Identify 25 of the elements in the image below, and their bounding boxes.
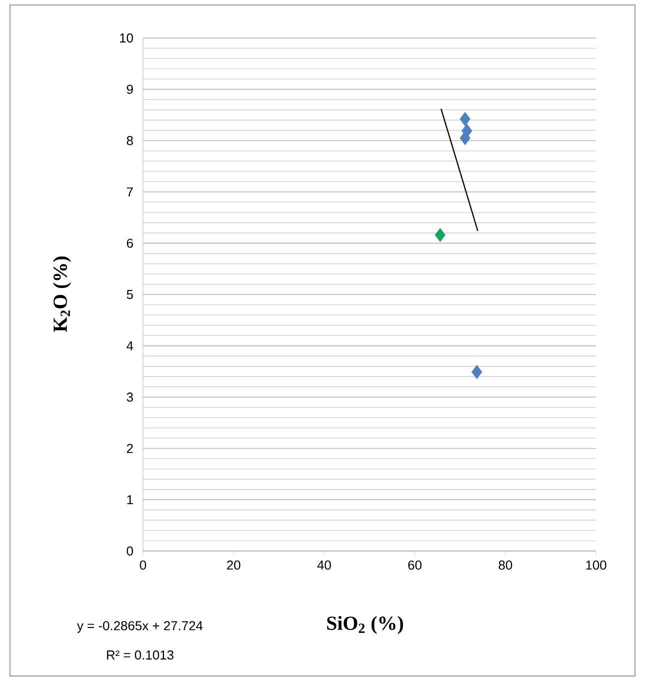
y-axis-title: K$_{2}$O (%)	[52, 256, 72, 332]
x-tick-label: 80	[498, 560, 512, 570]
point	[472, 365, 482, 379]
y-tick-label: 10	[120, 33, 133, 43]
x-tick-label: 20	[227, 560, 240, 570]
y-tick-label: 7	[126, 187, 133, 196]
y-tick-label: 6	[126, 238, 133, 248]
point	[460, 112, 470, 126]
y-tick-label: 2	[126, 444, 133, 453]
x-tick-label: 100	[586, 560, 606, 570]
y-tick-label: 0	[126, 546, 133, 556]
y-tick-label: 5	[126, 290, 133, 300]
y-tick-label: 8	[126, 136, 133, 146]
text: R² = 0.1013	[107, 650, 174, 660]
text: y = -0.2865x + 27.724	[77, 621, 203, 633]
x-tick-label: 0	[140, 560, 146, 570]
y-tick-label: 4	[126, 341, 134, 350]
point	[434, 228, 446, 242]
y-tick-label: 3	[126, 392, 133, 402]
x-tick-label: 40	[317, 560, 331, 570]
y-tick-label: 9	[126, 84, 133, 94]
x-axis-title: SiO$_{2}$ (%)	[327, 616, 404, 634]
point	[460, 131, 470, 145]
y-tick-label: 1	[127, 495, 133, 504]
x-tick-label: 60	[408, 560, 422, 570]
